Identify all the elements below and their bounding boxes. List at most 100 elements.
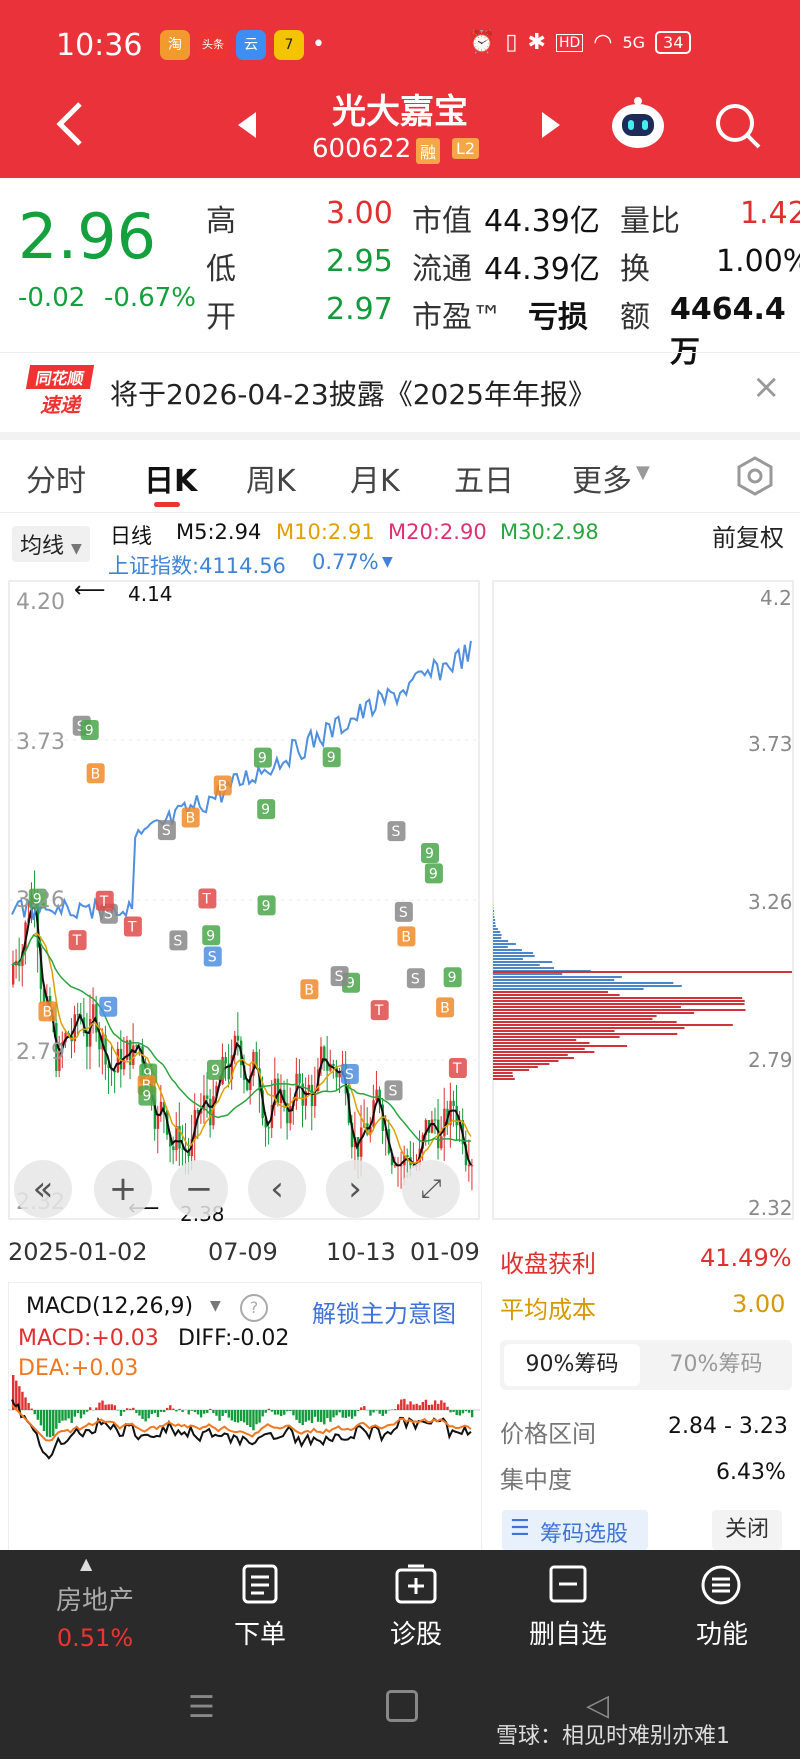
macd-bar — [181, 1410, 184, 1412]
x-label-2: 07-09 — [208, 1238, 278, 1266]
signal-marker — [213, 775, 232, 796]
news-banner[interactable]: 同花顺 速递 将于2026-04-23披露《2025年年报》 × — [0, 352, 800, 433]
candle-body — [424, 1119, 428, 1136]
signal-marker-label: 9 — [425, 846, 434, 862]
back-icon[interactable] — [52, 100, 88, 148]
remove-watchlist-icon — [549, 1565, 587, 1603]
next-stock-icon[interactable] — [540, 112, 560, 138]
sector-name[interactable]: 房地产 — [55, 1586, 134, 1616]
signal-marker-label: S — [345, 1067, 354, 1083]
macd-bar — [55, 1410, 58, 1429]
macd-bar — [464, 1410, 468, 1412]
candle-body — [360, 1127, 363, 1157]
macd-dropdown-icon[interactable]: ▼ — [210, 1298, 221, 1314]
order-button[interactable]: 下单 — [233, 1620, 286, 1650]
macd-bar — [119, 1410, 123, 1416]
fullscreen-button[interactable]: ⤢ — [402, 1160, 460, 1218]
macd-bar — [39, 1410, 43, 1426]
nav-home-icon[interactable] — [386, 1690, 418, 1722]
high-label: 高 — [206, 204, 236, 239]
adjust-mode[interactable]: 前复权 — [712, 524, 784, 552]
macd-bar — [193, 1410, 197, 1413]
zoom-in-button[interactable]: + — [94, 1160, 152, 1218]
macd-bar — [227, 1410, 230, 1418]
macd-bar — [427, 1404, 431, 1410]
chip-bar — [493, 1042, 590, 1044]
diagnose-button[interactable]: 诊股 — [389, 1620, 442, 1650]
candle-body — [310, 1084, 314, 1107]
sector-up-icon: ▲ — [80, 1554, 93, 1573]
turnover-label: 换 — [620, 252, 650, 287]
macd-bar — [30, 1408, 33, 1410]
index-dropdown-icon[interactable]: ▼ — [382, 554, 393, 570]
macd-bar — [418, 1405, 421, 1410]
macd-bar — [239, 1410, 243, 1422]
tab-fenshi[interactable]: 分时 — [26, 464, 86, 499]
settings-hex-icon[interactable] — [736, 456, 774, 496]
nav-menu-icon[interactable]: ☰ — [188, 1690, 215, 1725]
news-text: 将于2026-04-23披露《2025年年报》 — [110, 378, 596, 411]
macd-bar — [187, 1410, 190, 1415]
kline-chart[interactable]: T9ST999SSBBB9S9S99SBTSSS9BS9BT9B9BT9TSS9 — [8, 580, 480, 1220]
signal-marker — [394, 901, 413, 922]
tab-weekly-k[interactable]: 周K — [246, 464, 296, 499]
pan-right-button[interactable]: › — [326, 1160, 384, 1218]
signal-marker — [38, 1001, 57, 1022]
bluetooth-icon: ✱ — [527, 30, 546, 55]
signal-marker — [206, 1059, 225, 1080]
pan-left-button[interactable]: ‹ — [248, 1160, 306, 1218]
function-button[interactable]: 功能 — [695, 1620, 748, 1650]
signal-marker-label: B — [42, 1004, 52, 1020]
signal-marker — [340, 1064, 359, 1085]
vol-ratio-value: 1.42 — [740, 196, 800, 231]
rewind-button[interactable]: « — [14, 1160, 72, 1218]
macd-bar — [415, 1403, 418, 1410]
nav-back-icon[interactable]: ◁ — [586, 1688, 610, 1723]
tab-five-day[interactable]: 五日 — [454, 464, 514, 499]
candle-body — [132, 1045, 135, 1066]
chip-y-4: 2.79 — [748, 1048, 793, 1072]
chip-bar — [493, 1003, 745, 1005]
chip-bar — [493, 943, 516, 945]
function-icon — [701, 1565, 741, 1605]
macd-bar — [347, 1410, 351, 1417]
unlock-link[interactable]: 解锁主力意图 — [312, 1300, 456, 1328]
chip-select-button[interactable]: ☰ 筹码选股 — [502, 1510, 648, 1550]
tab-monthly-k[interactable]: 月K — [350, 464, 400, 499]
signal-marker — [322, 747, 341, 768]
macd-bar — [455, 1410, 458, 1416]
tab-more[interactable]: 更多 — [572, 464, 632, 499]
chip-bar — [493, 1015, 657, 1017]
help-icon[interactable]: ? — [240, 1294, 268, 1322]
signal-marker — [138, 1085, 157, 1106]
chip-bar — [493, 1024, 733, 1026]
zoom-out-button[interactable]: − — [170, 1160, 228, 1218]
macd-bar — [353, 1410, 357, 1417]
macd-bar — [153, 1410, 157, 1413]
search-icon[interactable] — [714, 102, 762, 150]
tab-daily-k[interactable]: 日K — [144, 464, 198, 499]
chip-tab-90[interactable]: 90%筹码 — [504, 1344, 640, 1386]
signal-marker — [253, 747, 272, 768]
candle-body — [295, 1073, 298, 1102]
chip-bar — [493, 1063, 550, 1065]
signal-marker-label: S — [411, 971, 420, 987]
signal-marker-label: 9 — [262, 898, 271, 914]
remove-watchlist-button[interactable]: 删自选 — [528, 1620, 607, 1650]
prev-stock-icon[interactable] — [238, 112, 258, 138]
close-icon[interactable]: × — [752, 367, 781, 407]
macd-title[interactable]: MACD(12,26,9) — [26, 1294, 194, 1319]
macd-bar — [461, 1410, 465, 1414]
signal-marker-label: 9 — [211, 1063, 220, 1079]
chip-close-button[interactable]: 关闭 — [712, 1510, 782, 1550]
robot-assistant-icon[interactable] — [608, 96, 668, 152]
ma-selector[interactable]: 均线 ▼ — [12, 526, 90, 562]
candle-body — [390, 1153, 394, 1166]
taobao-icon: 淘 — [160, 30, 190, 60]
chip-bar — [493, 1021, 677, 1023]
chip-bar — [493, 934, 502, 936]
index-value[interactable]: 上证指数:4114.56 — [108, 554, 286, 578]
margin-badge: 融 — [416, 138, 441, 164]
candle-body — [212, 1096, 215, 1126]
chip-tab-70[interactable]: 70%筹码 — [669, 1352, 763, 1377]
